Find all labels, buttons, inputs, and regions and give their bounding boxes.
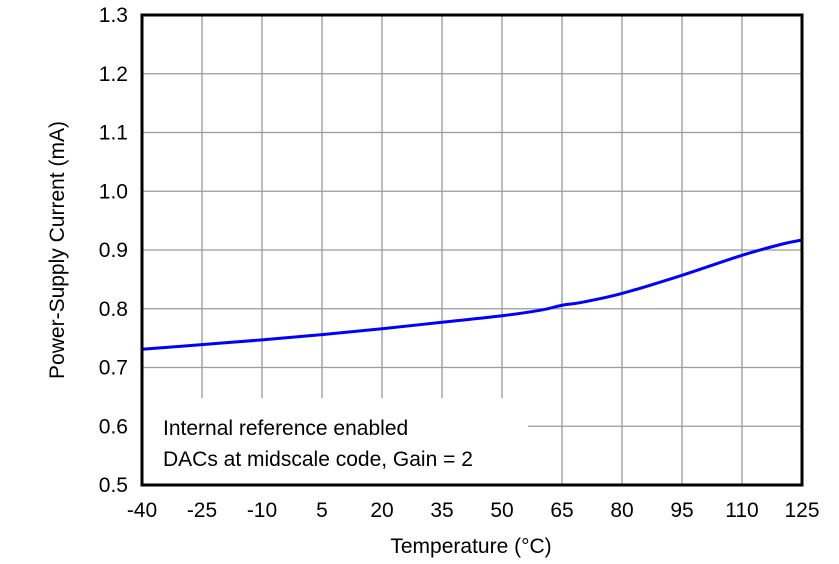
series-line (141, 238, 803, 351)
x-tick-label: 20 (370, 499, 393, 522)
series-group (141, 238, 803, 351)
x-axis-label: Temperature (°C) (390, 535, 551, 558)
x-tick-label: 80 (610, 499, 633, 522)
y-tick-label: 0.6 (99, 415, 128, 438)
x-tick-label: 35 (430, 499, 453, 522)
annotation-line-1: Internal reference enabled (163, 417, 408, 440)
x-tick-label: 50 (490, 499, 513, 522)
y-tick-labels: 0.5 0.6 0.7 0.8 0.9 1.0 1.1 1.2 1.3 (99, 4, 128, 497)
x-tick-label: 65 (550, 499, 573, 522)
x-tick-label: 110 (725, 499, 758, 522)
annotation-line-2: DACs at midscale code, Gain = 2 (163, 448, 473, 471)
x-tick-labels: -40 -25 -10 5 20 35 50 65 80 95 110 125 (127, 499, 820, 522)
y-tick-label: 1.1 (99, 122, 128, 145)
x-tick-label: 5 (316, 499, 328, 522)
y-tick-label: 0.5 (99, 474, 128, 497)
y-tick-label: 0.8 (99, 298, 128, 321)
y-tick-label: 0.9 (99, 239, 128, 262)
x-tick-label: 95 (670, 499, 693, 522)
y-tick-label: 1.3 (99, 4, 128, 27)
y-tick-label: 0.7 (99, 357, 128, 380)
x-tick-label: 125 (784, 499, 819, 522)
y-tick-label: 1.2 (99, 63, 128, 86)
annotation-box (144, 398, 528, 483)
plot-frame (140, 13, 804, 487)
y-axis-label: Power-Supply Current (mA) (46, 121, 69, 379)
x-tick-label: -25 (187, 499, 217, 522)
x-tick-label: -40 (127, 499, 157, 522)
x-tick-label: -10 (247, 499, 277, 522)
y-tick-label: 1.0 (99, 180, 128, 203)
